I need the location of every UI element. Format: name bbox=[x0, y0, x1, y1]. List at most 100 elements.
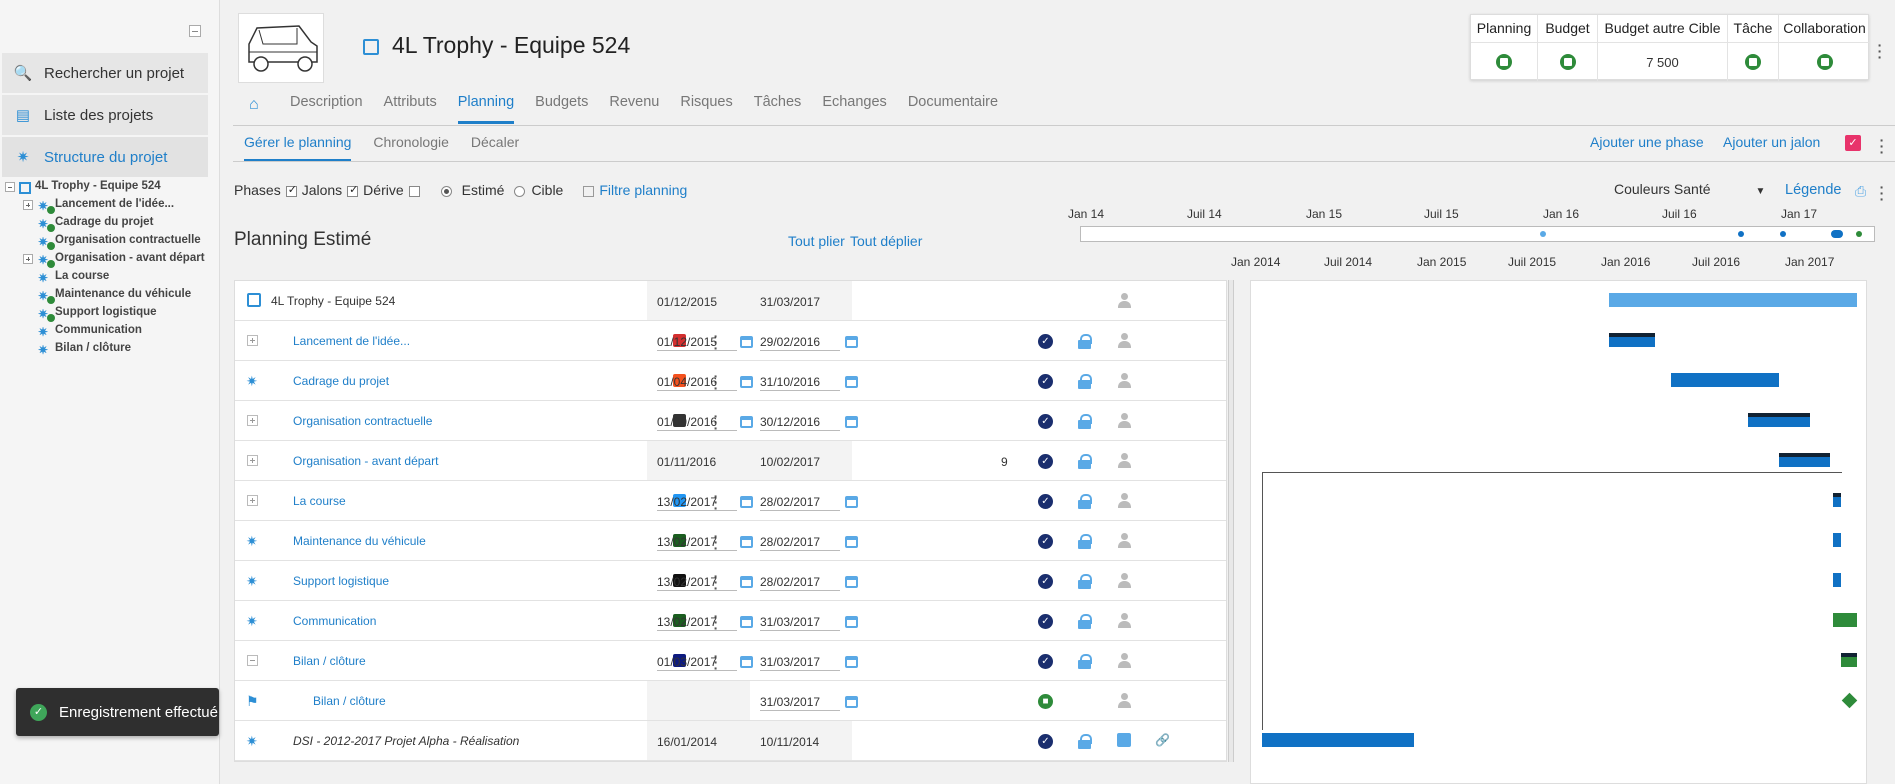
tree-item[interactable]: ✷ Support logistique bbox=[38, 306, 157, 322]
subtab-decaler[interactable]: Décaler bbox=[470, 134, 520, 150]
tab-attributs[interactable]: Attributs bbox=[383, 94, 437, 110]
tab-echanges[interactable]: Echanges bbox=[822, 94, 887, 110]
tree-item[interactable]: ✷ Organisation contractuelle bbox=[38, 234, 201, 250]
person-icon[interactable] bbox=[1117, 693, 1131, 709]
add-phase-button[interactable]: Ajouter une phase bbox=[1590, 134, 1704, 150]
search-project-button[interactable]: 🔍 Rechercher un projet bbox=[2, 53, 208, 93]
gantt-bar[interactable] bbox=[1609, 333, 1655, 347]
more-menu-icon[interactable]: ··· bbox=[713, 608, 719, 636]
project-structure-button[interactable]: ✷ Structure du projet bbox=[2, 137, 208, 177]
check-icon[interactable]: ✓ bbox=[1038, 734, 1053, 749]
gantt-bar[interactable] bbox=[1833, 533, 1841, 547]
person-icon[interactable] bbox=[1117, 373, 1131, 389]
home-icon[interactable]: ⌂ bbox=[249, 96, 259, 113]
calendar-icon[interactable] bbox=[845, 496, 858, 508]
check-icon[interactable]: ✓ bbox=[1038, 454, 1053, 469]
lock-icon[interactable] bbox=[1078, 414, 1092, 429]
check-icon[interactable]: ✓ bbox=[1038, 334, 1053, 349]
gantt-bar[interactable] bbox=[1833, 573, 1841, 587]
print-icon[interactable]: ⎙ bbox=[1855, 183, 1867, 199]
calendar-icon[interactable] bbox=[845, 336, 858, 348]
legende-link[interactable]: Légende bbox=[1785, 182, 1842, 198]
check-icon[interactable]: ✓ bbox=[1038, 614, 1053, 629]
tab-description[interactable]: Description bbox=[290, 94, 363, 110]
color-swatch[interactable] bbox=[673, 614, 686, 627]
color-swatch[interactable] bbox=[673, 414, 686, 427]
end-date-input[interactable]: 28/02/2017 bbox=[760, 533, 840, 551]
expand-icon[interactable] bbox=[23, 200, 33, 210]
calendar-icon[interactable] bbox=[845, 536, 858, 548]
status-ok-icon[interactable]: ■ bbox=[1038, 694, 1053, 709]
color-swatch[interactable] bbox=[673, 534, 686, 547]
table-row[interactable]: ⚑Bilan / clôture···31/03/2017■ bbox=[235, 681, 1226, 721]
more-menu-icon[interactable]: ··· bbox=[713, 328, 719, 356]
row-name[interactable]: Organisation - avant départ bbox=[293, 454, 439, 468]
person-icon[interactable] bbox=[1117, 653, 1131, 669]
add-milestone-button[interactable]: Ajouter un jalon bbox=[1723, 134, 1821, 150]
row-name[interactable]: Lancement de l'idée... bbox=[293, 334, 411, 348]
check-icon[interactable]: ✓ bbox=[1038, 534, 1053, 549]
calendar-icon[interactable] bbox=[740, 496, 753, 508]
calendar-icon[interactable] bbox=[845, 616, 858, 628]
gantt-bar[interactable] bbox=[1779, 453, 1830, 467]
row-name[interactable]: Bilan / clôture bbox=[293, 654, 366, 668]
color-swatch[interactable] bbox=[673, 374, 686, 387]
tree-item[interactable]: ✷ Organisation - avant départ bbox=[5, 251, 217, 269]
project-list-button[interactable]: ▤ Liste des projets bbox=[2, 95, 208, 135]
row-name[interactable]: Support logistique bbox=[293, 574, 390, 588]
collapse-sidebar-button[interactable] bbox=[189, 25, 201, 37]
tree-item[interactable]: ✷ Cadrage du projet bbox=[38, 216, 154, 232]
gantt-bar[interactable] bbox=[1262, 733, 1414, 747]
row-name[interactable]: 4L Trophy - Equipe 524 bbox=[271, 294, 396, 308]
collapse-icon[interactable] bbox=[247, 655, 258, 666]
more-menu-icon[interactable]: ··· bbox=[1877, 37, 1883, 65]
gantt-bar[interactable] bbox=[1833, 613, 1857, 627]
row-name[interactable]: Bilan / clôture bbox=[313, 694, 386, 708]
collapse-icon[interactable] bbox=[5, 182, 15, 192]
calendar-icon[interactable] bbox=[740, 536, 753, 548]
tout-plier-link[interactable]: Tout plier bbox=[788, 233, 845, 249]
start-date-input[interactable]: 01/03/2017 bbox=[657, 653, 737, 671]
lock-icon[interactable] bbox=[1078, 734, 1092, 749]
check-icon[interactable]: ✓ bbox=[1038, 414, 1053, 429]
calendar-icon[interactable] bbox=[845, 576, 858, 588]
status-ok-icon[interactable] bbox=[1496, 54, 1512, 70]
table-row[interactable]: ✷ Communication · · · 13/02/2017 31/03/2017 ✓ bbox=[235, 601, 1226, 641]
calendar-icon[interactable] bbox=[845, 416, 858, 428]
end-date-input[interactable]: 31/03/2017 bbox=[760, 693, 840, 711]
more-menu-icon[interactable]: ··· bbox=[1879, 179, 1885, 207]
table-row[interactable]: La course · · · 13/02/2017 28/02/2017 ✓ bbox=[235, 481, 1226, 521]
tree-item-root[interactable]: 4L Trophy - Equipe 524 bbox=[5, 179, 217, 197]
person-icon[interactable] bbox=[1117, 453, 1131, 469]
check-icon[interactable]: ✓ bbox=[1038, 374, 1053, 389]
lock-icon[interactable] bbox=[1078, 534, 1092, 549]
table-row[interactable]: ✷ Maintenance du véhicule · · · 13/02/2017 28/… bbox=[235, 521, 1226, 561]
subtab-chronologie[interactable]: Chronologie bbox=[373, 134, 449, 150]
expand-icon[interactable] bbox=[247, 455, 258, 466]
expand-icon[interactable] bbox=[23, 254, 33, 264]
end-date-input[interactable]: 28/02/2017 bbox=[760, 573, 840, 591]
end-date-input[interactable]: 29/02/2016 bbox=[760, 333, 840, 351]
jalons-checkbox[interactable] bbox=[347, 183, 358, 197]
lock-icon[interactable] bbox=[1078, 454, 1092, 469]
lock-icon[interactable] bbox=[1078, 654, 1092, 669]
calendar-icon[interactable] bbox=[845, 376, 858, 388]
cible-radio[interactable] bbox=[514, 185, 526, 197]
table-row[interactable]: 4L Trophy - Equipe 524 01/12/2015 31/03/20… bbox=[235, 281, 1226, 321]
filter-planning-link[interactable]: Filtre planning bbox=[599, 182, 688, 198]
row-name[interactable]: Cadrage du projet bbox=[293, 374, 390, 388]
derive-checkbox[interactable] bbox=[408, 185, 420, 197]
calendar-icon[interactable] bbox=[740, 576, 753, 588]
couleurs-select[interactable]: Couleurs Santé ▼ bbox=[1614, 181, 1765, 197]
color-swatch[interactable] bbox=[673, 494, 686, 507]
person-icon[interactable] bbox=[1117, 573, 1131, 589]
gantt-bar[interactable] bbox=[1833, 493, 1841, 507]
gantt-bar[interactable] bbox=[1841, 653, 1857, 667]
tree-item[interactable]: ✷ Maintenance du véhicule bbox=[38, 288, 192, 304]
start-date-input[interactable]: 01/12/2015 bbox=[657, 333, 737, 351]
start-date-input[interactable]: 13/02/2017 bbox=[657, 533, 737, 551]
more-menu-icon[interactable]: ··· bbox=[713, 528, 719, 556]
estime-radio[interactable] bbox=[440, 185, 452, 197]
table-row[interactable]: ✷ Cadrage du projet · · · 01/04/2016 31/10/201… bbox=[235, 361, 1226, 401]
expand-icon[interactable] bbox=[247, 415, 258, 426]
